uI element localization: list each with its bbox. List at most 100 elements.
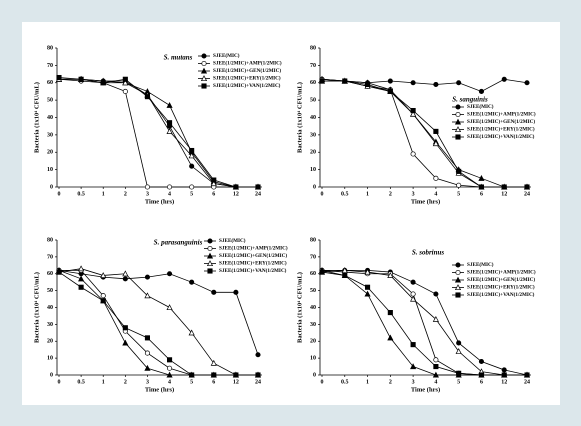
legend-label: SJEE(1/2MIC)+GEN(1/2MIC) (213, 67, 281, 74)
data-point (410, 107, 416, 114)
data-point (387, 334, 394, 341)
legend-marker (206, 252, 214, 259)
data-point (167, 184, 173, 190)
data-point (78, 275, 85, 282)
data-point (167, 271, 173, 277)
x-tick-label: 12 (501, 379, 507, 385)
data-point (189, 372, 195, 378)
data-point (255, 184, 261, 190)
y-tick-label: 60 (47, 80, 53, 86)
data-point (387, 78, 393, 84)
series-line (59, 78, 258, 188)
data-point (122, 88, 128, 94)
series-line (321, 269, 527, 376)
x-tick-label: 12 (233, 379, 239, 385)
data-point (188, 329, 195, 336)
x-tick-label: 0.5 (77, 379, 85, 385)
data-point (364, 290, 371, 297)
x-tick-label: 0 (321, 379, 324, 385)
legend-label: SJEE(1/2MIC)+GEN(1/2MIC) (219, 252, 287, 259)
x-tick-label: 6 (480, 379, 483, 385)
y-tick-label: 30 (47, 322, 53, 328)
x-tick-label: 0.5 (341, 379, 349, 385)
x-tick-label: 4 (168, 379, 171, 385)
data-point (166, 101, 173, 108)
legend-label: SJEE(1/2MIC)+ERY(1/2MIC) (219, 260, 287, 267)
data-point (100, 293, 106, 299)
y-tick-label: 10 (47, 356, 53, 362)
data-point (233, 372, 239, 378)
x-tick-label: 6 (212, 191, 215, 197)
y-tick-label: 10 (310, 356, 316, 362)
series-line (58, 268, 258, 376)
y-tick-label: 40 (310, 305, 316, 311)
legend-marker (206, 260, 214, 267)
legend-marker (201, 60, 207, 67)
data-point (144, 184, 150, 190)
legend-label: SJEE(1/2MIC)+VAN(1/2MIC) (467, 133, 535, 140)
series-line (59, 78, 258, 188)
y-tick-label: 80 (47, 45, 53, 51)
data-point (144, 292, 151, 299)
data-point (122, 270, 129, 277)
data-point (122, 325, 128, 331)
legend-label: SJEE(1/2MIC)+AMP(1/2MIC) (219, 245, 288, 252)
data-point (478, 88, 484, 94)
data-point (524, 80, 530, 86)
data-point (387, 310, 393, 316)
panel-title: S. mutans (164, 54, 193, 62)
x-tick-label: 0 (321, 191, 324, 197)
data-point (167, 357, 173, 363)
legend-label: SJEE(1/2MIC)+AMP(1/2MIC) (213, 60, 282, 67)
data-point (524, 184, 530, 190)
x-tick-label: 1 (366, 191, 369, 197)
y-tick-label: 70 (47, 254, 53, 260)
series-line (322, 80, 527, 188)
panel-title: S. sobrinus (412, 249, 445, 257)
legend-marker (207, 245, 213, 252)
y-axis-label: Bacteria (1x10⁴ CFU/mL) (33, 82, 40, 153)
data-point (100, 80, 106, 86)
data-point (478, 174, 485, 181)
legend-marker (455, 104, 461, 110)
y-tick-label: 0 (313, 372, 316, 378)
data-point (501, 367, 507, 373)
y-tick-label: 70 (47, 63, 53, 69)
data-point (456, 370, 462, 376)
data-point (144, 364, 151, 371)
data-point (122, 79, 129, 86)
x-tick-label: 5 (457, 379, 460, 385)
legend-label: SJEE(1/2MIC)+AMP(1/2MIC) (467, 111, 536, 118)
y-tick-label: 10 (47, 167, 53, 173)
data-point (410, 80, 416, 86)
data-point (122, 339, 129, 346)
data-point (189, 184, 195, 190)
data-point (433, 81, 439, 88)
y-tick-label: 60 (310, 271, 316, 277)
data-point (432, 315, 439, 322)
data-point (387, 88, 393, 94)
x-tick-label: 5 (190, 191, 193, 197)
y-tick-label: 40 (47, 305, 53, 311)
legend-label: SJEE(1/2MIC)+VAN(1/2MIC) (213, 82, 281, 89)
series-line (58, 78, 258, 188)
legend-marker (207, 268, 213, 274)
legend-marker (200, 75, 208, 82)
data-point (56, 269, 62, 275)
series-line (321, 78, 527, 188)
x-tick-label: 4 (168, 191, 171, 197)
x-axis-label: Time (hrs) (411, 198, 440, 205)
data-point (78, 76, 84, 82)
legend-marker (454, 276, 462, 283)
y-tick-label: 80 (47, 237, 53, 243)
data-point (433, 357, 439, 363)
x-tick-label: 3 (412, 379, 415, 385)
data-point (410, 279, 416, 285)
y-tick-label: 10 (310, 167, 316, 173)
data-point (188, 152, 195, 159)
x-tick-label: 5 (190, 379, 193, 385)
data-point (501, 76, 507, 82)
data-point (387, 272, 394, 278)
data-point (167, 120, 173, 126)
y-tick-label: 50 (47, 98, 53, 104)
